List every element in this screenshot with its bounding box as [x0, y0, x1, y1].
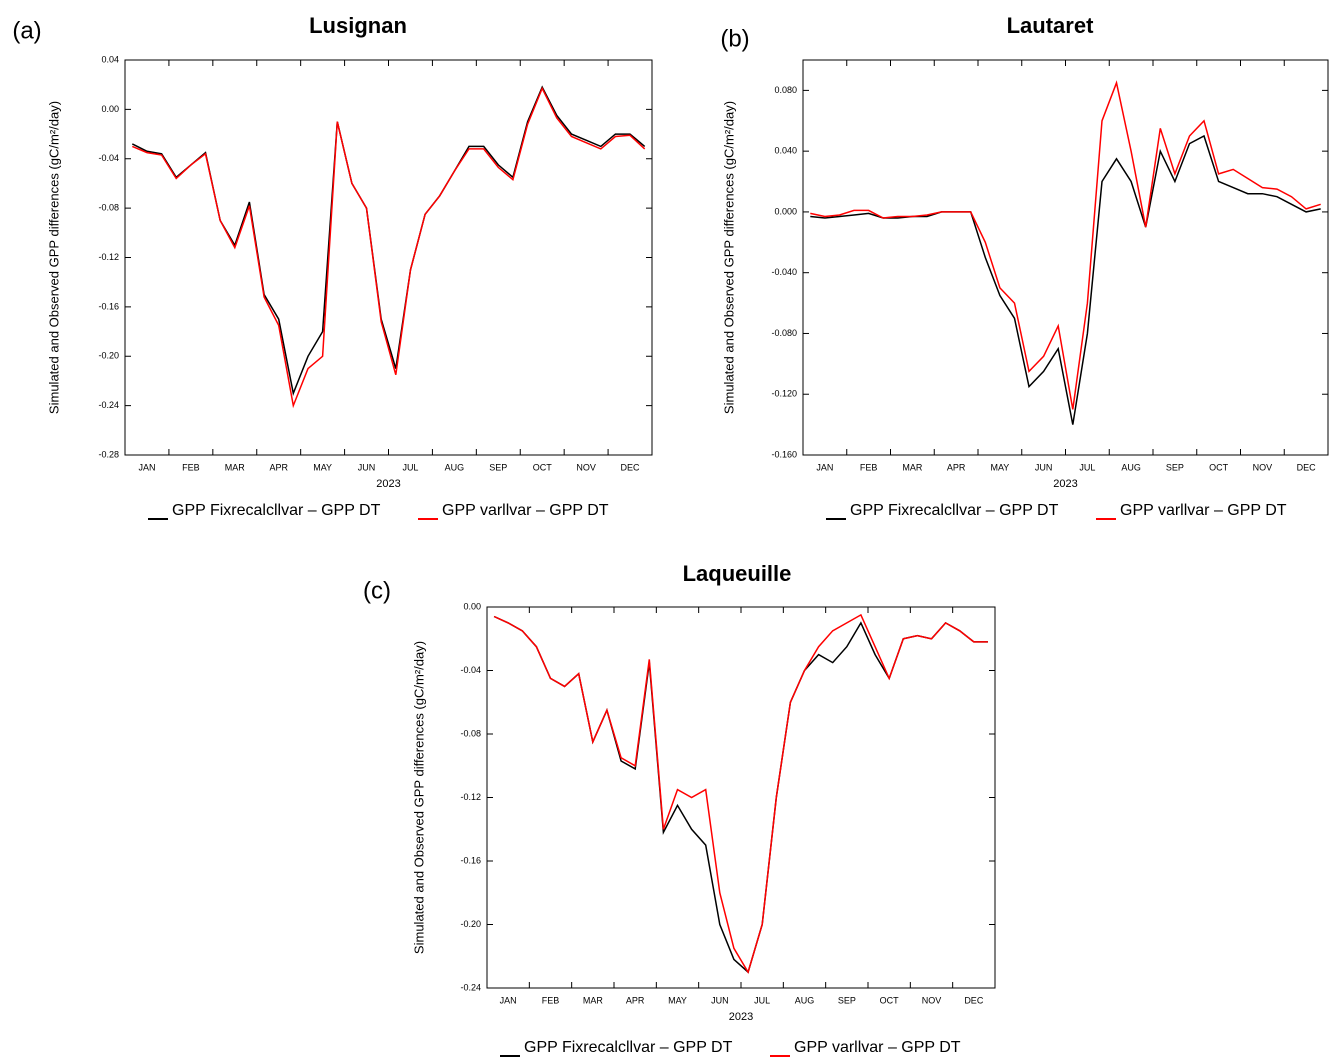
legend-label: GPP varllvar – GPP DT: [1120, 502, 1287, 519]
x-tick-label: SEP: [489, 462, 507, 472]
x-tick-label: NOV: [922, 995, 942, 1005]
x-tick-label: MAR: [902, 462, 923, 472]
x-tick-label: AUG: [1121, 462, 1141, 472]
x-tick-label: NOV: [576, 462, 596, 472]
x-tick-label: AUG: [795, 995, 815, 1005]
plot-frame: [124, 59, 653, 456]
x-tick-label: AUG: [445, 462, 465, 472]
y-tick-label: -0.12: [460, 792, 481, 802]
x-tick-label: MAR: [583, 995, 604, 1005]
x-tick-label: JUN: [711, 995, 729, 1005]
y-tick-label: -0.040: [771, 267, 797, 277]
x-tick-label: APR: [947, 462, 966, 472]
chart-title: Lusignan: [309, 13, 407, 38]
x-tick-label: MAR: [225, 462, 246, 472]
x-tick-label: MAY: [668, 995, 687, 1005]
y-tick-label: 0.040: [774, 146, 797, 156]
x-tick-label: NOV: [1253, 462, 1273, 472]
x-tick-label: OCT: [533, 462, 553, 472]
x-tick-label: MAY: [313, 462, 332, 472]
y-tick-label: -0.28: [98, 449, 119, 459]
x-tick-label: JAN: [500, 995, 517, 1005]
x-tick-label: JUL: [1079, 462, 1095, 472]
x-tick-label: FEB: [542, 995, 560, 1005]
y-tick-label: -0.04: [98, 153, 119, 163]
legend-label: GPP varllvar – GPP DT: [794, 1039, 961, 1056]
data-line: [810, 134, 1321, 425]
y-tick-label: -0.160: [771, 449, 797, 459]
x-tick-label: OCT: [1209, 462, 1229, 472]
legend-label: GPP Fixrecalcllvar – GPP DT: [524, 1039, 733, 1056]
x-tick-label: APR: [626, 995, 645, 1005]
x-tick-label: JAN: [138, 462, 155, 472]
y-tick-label: 0.04: [101, 54, 119, 64]
y-axis-label: Simulated and Observed GPP differences (…: [721, 101, 736, 414]
x-tick-label: MAY: [990, 462, 1009, 472]
x-tick-label: SEP: [1166, 462, 1184, 472]
y-tick-label: 0.080: [774, 85, 797, 95]
x-tick-label: DEC: [1297, 462, 1317, 472]
y-tick-label: -0.16: [460, 855, 481, 865]
y-tick-label: -0.120: [771, 389, 797, 399]
y-tick-label: -0.080: [771, 328, 797, 338]
x-axis-label: 2023: [1053, 478, 1077, 490]
legend-label: GPP Fixrecalcllvar – GPP DT: [172, 502, 381, 519]
data-line: [493, 613, 988, 974]
x-tick-label: JAN: [816, 462, 833, 472]
panel-label: (c): [363, 577, 391, 604]
chart-title: Laqueuille: [683, 561, 792, 586]
x-tick-label: JUN: [1035, 462, 1053, 472]
panel-label: (b): [720, 25, 749, 52]
x-tick-label: FEB: [182, 462, 200, 472]
data-line: [493, 615, 988, 974]
y-tick-label: -0.20: [98, 351, 119, 361]
x-tick-label: OCT: [880, 995, 900, 1005]
panel-label: (a): [12, 17, 41, 44]
y-tick-label: -0.08: [98, 203, 119, 213]
y-axis-label: Simulated and Observed GPP differences (…: [46, 101, 61, 414]
x-axis-label: 2023: [729, 1011, 753, 1023]
y-tick-label: 0.00: [101, 104, 119, 114]
x-tick-label: JUL: [402, 462, 418, 472]
data-line: [132, 86, 646, 409]
y-tick-label: -0.16: [98, 301, 119, 311]
y-tick-label: -0.04: [460, 665, 481, 675]
plot-frame: [802, 59, 1329, 456]
legend-label: GPP Fixrecalcllvar – GPP DT: [850, 502, 1059, 519]
y-axis-label: Simulated and Observed GPP differences (…: [411, 641, 426, 954]
y-tick-label: -0.08: [460, 728, 481, 738]
chart-title: Lautaret: [1007, 13, 1094, 38]
x-tick-label: JUL: [754, 995, 770, 1005]
y-tick-label: -0.24: [98, 400, 119, 410]
data-line: [810, 80, 1321, 410]
x-tick-label: DEC: [621, 462, 641, 472]
x-tick-label: APR: [269, 462, 288, 472]
legend-label: GPP varllvar – GPP DT: [442, 502, 609, 519]
y-tick-label: -0.20: [460, 919, 481, 929]
y-tick-label: -0.12: [98, 252, 119, 262]
plot-frame: [486, 606, 996, 989]
x-tick-label: DEC: [964, 995, 984, 1005]
x-axis-label: 2023: [376, 478, 400, 490]
y-tick-label: 0.00: [463, 601, 481, 611]
x-tick-label: FEB: [860, 462, 878, 472]
y-tick-label: -0.24: [460, 982, 481, 992]
x-tick-label: SEP: [838, 995, 856, 1005]
x-tick-label: JUN: [358, 462, 376, 472]
y-tick-label: 0.000: [774, 206, 797, 216]
